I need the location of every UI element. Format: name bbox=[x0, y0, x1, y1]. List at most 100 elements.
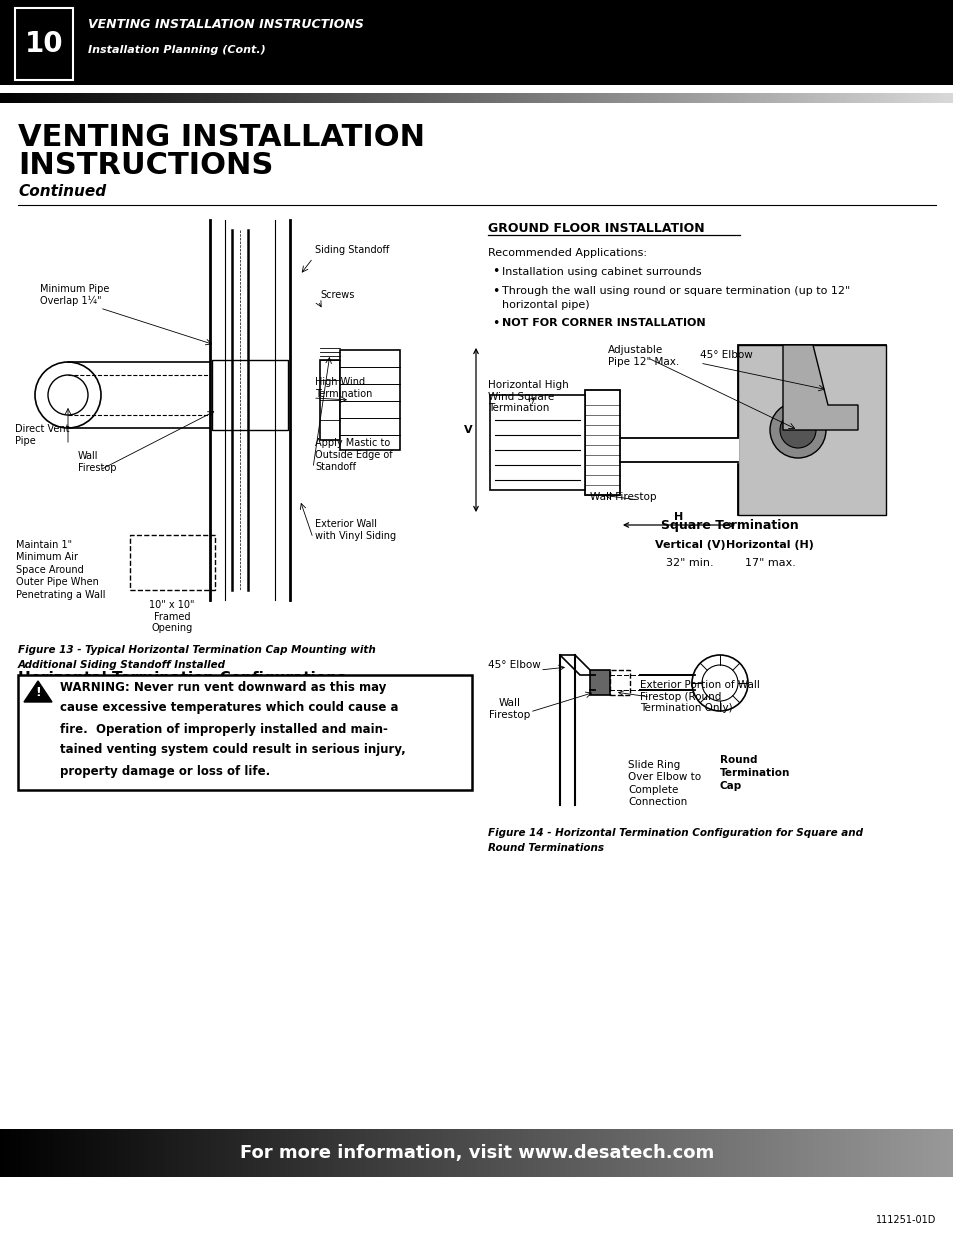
Bar bbox=[540, 1129, 544, 1177]
Bar bbox=[219, 93, 223, 103]
Bar bbox=[203, 1129, 208, 1177]
Bar bbox=[508, 93, 512, 103]
Bar bbox=[632, 93, 636, 103]
Bar bbox=[880, 93, 883, 103]
Bar bbox=[648, 1129, 652, 1177]
Text: Horizontal Termination Configurations: Horizontal Termination Configurations bbox=[18, 671, 346, 685]
Bar bbox=[658, 1129, 661, 1177]
Bar bbox=[54, 93, 58, 103]
Bar bbox=[184, 1129, 189, 1177]
Bar bbox=[591, 93, 595, 103]
Bar bbox=[267, 93, 271, 103]
Bar bbox=[584, 93, 588, 103]
Bar bbox=[737, 93, 740, 103]
Bar bbox=[794, 93, 798, 103]
Bar bbox=[470, 1129, 475, 1177]
Bar bbox=[689, 1129, 694, 1177]
Bar bbox=[508, 93, 512, 103]
Bar bbox=[350, 93, 354, 103]
Bar bbox=[750, 93, 754, 103]
Bar bbox=[419, 93, 423, 103]
Bar bbox=[801, 1129, 804, 1177]
Bar bbox=[546, 1129, 551, 1177]
Bar bbox=[48, 1129, 51, 1177]
Bar bbox=[619, 93, 623, 103]
Bar bbox=[629, 1129, 633, 1177]
Bar bbox=[550, 1129, 554, 1177]
Bar bbox=[645, 93, 649, 103]
Bar bbox=[394, 93, 397, 103]
Bar bbox=[127, 1129, 132, 1177]
Bar bbox=[169, 93, 172, 103]
Bar bbox=[60, 93, 64, 103]
Bar bbox=[457, 93, 461, 103]
Bar bbox=[51, 93, 54, 103]
Bar bbox=[731, 93, 735, 103]
Bar bbox=[683, 93, 687, 103]
Bar bbox=[489, 93, 493, 103]
Bar bbox=[531, 1129, 535, 1177]
Bar bbox=[369, 93, 373, 103]
Bar bbox=[486, 93, 490, 103]
Bar bbox=[448, 1129, 452, 1177]
Text: Figure 13 - Typical Horizontal Termination Cap Mounting with: Figure 13 - Typical Horizontal Terminati… bbox=[18, 645, 375, 655]
Bar bbox=[121, 93, 125, 103]
Bar bbox=[378, 1129, 382, 1177]
Polygon shape bbox=[24, 680, 52, 701]
Bar bbox=[314, 93, 318, 103]
Bar bbox=[429, 93, 433, 103]
Bar bbox=[324, 93, 328, 103]
Bar bbox=[317, 93, 321, 103]
Bar bbox=[152, 93, 156, 103]
Bar bbox=[769, 93, 773, 103]
Bar bbox=[594, 93, 598, 103]
Bar bbox=[331, 93, 335, 103]
Bar bbox=[784, 93, 788, 103]
Bar bbox=[276, 93, 280, 103]
Bar bbox=[359, 1129, 363, 1177]
Bar bbox=[283, 93, 287, 103]
Bar bbox=[67, 93, 71, 103]
Bar bbox=[937, 93, 941, 103]
Bar bbox=[483, 93, 487, 103]
Bar bbox=[324, 93, 328, 103]
Bar bbox=[517, 93, 521, 103]
Bar bbox=[617, 1129, 620, 1177]
Bar bbox=[927, 93, 931, 103]
Bar bbox=[556, 93, 559, 103]
Bar bbox=[0, 93, 4, 103]
Bar bbox=[22, 93, 26, 103]
Bar bbox=[521, 1129, 525, 1177]
Bar bbox=[140, 93, 144, 103]
Bar bbox=[476, 93, 480, 103]
Text: Remember that a horizontal run of venting must: Remember that a horizontal run of ventin… bbox=[92, 752, 367, 762]
Bar bbox=[943, 1129, 947, 1177]
Bar bbox=[19, 1129, 23, 1177]
Bar bbox=[235, 1129, 239, 1177]
Bar bbox=[855, 93, 859, 103]
Bar bbox=[588, 1129, 592, 1177]
Bar bbox=[556, 1129, 560, 1177]
Bar bbox=[86, 93, 90, 103]
Bar bbox=[112, 1129, 115, 1177]
Bar bbox=[769, 93, 773, 103]
Bar bbox=[264, 1129, 268, 1177]
Bar bbox=[131, 93, 134, 103]
Bar bbox=[422, 1129, 427, 1177]
Bar bbox=[896, 1129, 900, 1177]
Bar bbox=[0, 93, 4, 103]
Bar bbox=[19, 93, 23, 103]
Bar bbox=[578, 1129, 582, 1177]
Bar bbox=[708, 1129, 713, 1177]
Bar bbox=[279, 1129, 284, 1177]
Bar bbox=[820, 93, 823, 103]
Bar bbox=[874, 93, 878, 103]
Bar bbox=[864, 1129, 868, 1177]
Bar bbox=[889, 93, 893, 103]
Bar bbox=[829, 93, 833, 103]
Bar bbox=[372, 93, 375, 103]
Bar bbox=[216, 1129, 220, 1177]
Bar bbox=[102, 93, 106, 103]
Bar bbox=[788, 1129, 792, 1177]
Bar bbox=[798, 93, 801, 103]
